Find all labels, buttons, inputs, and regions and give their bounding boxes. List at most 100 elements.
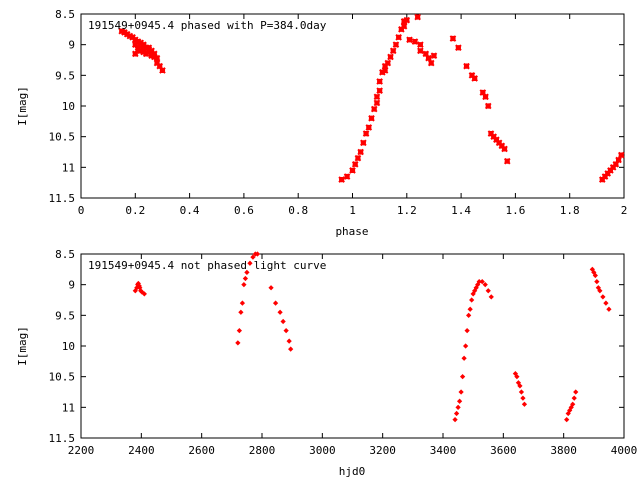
unphased-data-point [564,416,570,423]
phased-data-point [411,38,419,45]
unphased-data-point [467,306,473,312]
unphased-plot-frame [80,253,625,439]
unphased-data-point [592,272,598,279]
phased-data-point [425,54,432,62]
phased-y-tick-label: 11.5 [49,192,76,205]
unphased-data-point [247,260,253,266]
phased-x-tick-label: 0.2 [125,204,145,217]
unphased-data-point [268,285,274,291]
phased-data-point [376,87,383,94]
unphased-plot-title: 191549+0945.4 not phased light curve [88,259,326,272]
unphased-data-point [458,389,464,395]
phased-data-point [131,41,139,48]
phased-data-point [134,38,142,45]
phased-data-point [449,35,457,42]
unphased-data-point [600,294,606,300]
phased-y-tick-label: 9 [68,39,75,52]
phased-data-point [482,93,489,101]
phased-x-tick-label: 1.6 [505,204,525,217]
phased-x-tick-label: 1.8 [560,204,580,217]
phased-data-point [373,93,381,101]
phased-data-points [118,13,625,183]
unphased-data-point [466,312,472,318]
phased-x-tick-label: 1 [349,204,356,217]
unphased-data-point [239,300,246,306]
phased-data-point [495,139,503,147]
unphased-data-point [244,269,250,276]
phased-data-point [381,67,389,74]
unphased-data-point [573,389,579,395]
phased-data-point [362,130,370,137]
phased-x-tick-label: 1.4 [451,204,471,217]
phased-data-point [490,133,497,140]
unphased-x-tick-label: 2400 [128,444,155,457]
phased-data-point [403,16,411,24]
phased-data-point [131,50,139,58]
unphased-x-tick-label: 3600 [490,444,517,457]
unphased-data-point [139,289,145,295]
unphased-data-point [479,278,485,285]
unphased-data-point [461,355,467,361]
unphased-x-tick-label: 2800 [249,444,276,457]
phased-data-point [384,59,392,67]
unphased-y-tick-label: 10.5 [49,371,76,384]
unphased-data-point [463,343,469,349]
phased-data-point [381,62,389,70]
phased-data-point [145,48,153,56]
unphased-data-point [594,278,600,285]
phased-data-point [398,26,405,33]
phased-data-point [430,52,438,60]
unphased-x-tick-label: 3800 [550,444,577,457]
phased-data-point [392,41,400,48]
phased-data-point [406,36,413,44]
unphased-data-point [521,401,528,407]
unphased-data-point [464,328,470,334]
unphased-x-tick-label: 3400 [430,444,457,457]
phased-data-point [153,59,161,67]
phased-data-point [134,46,142,53]
unphased-x-tick-label: 4000 [611,444,638,457]
phased-data-point [137,47,145,55]
phased-plot-title: 191549+0945.4 phased with P=384.0day [88,19,327,32]
unphased-data-point [456,398,463,404]
phased-data-point [455,44,462,52]
phased-x-tick-labels: 0 0.2 0.4 0.6 0.8 1 1.2 1.4 1.6 1.8 2 [78,204,628,217]
phased-data-point [417,47,424,55]
unphased-data-point [485,288,491,294]
phased-data-point [414,13,421,21]
unphased-x-tick-label: 2200 [68,444,95,457]
unphased-data-point [452,416,458,423]
unphased-data-point [459,374,466,380]
phased-data-point [484,102,492,110]
phased-data-point [463,62,470,70]
unphased-data-point [597,288,603,294]
phased-data-point [349,167,356,174]
phased-data-point [422,50,430,58]
phased-data-point [370,105,378,113]
unphased-axis-ticks [80,253,625,439]
unphased-data-point [277,309,283,315]
unphased-x-tick-label: 3200 [369,444,396,457]
phased-data-point [498,142,506,150]
phased-data-point [417,41,424,48]
unphased-data-point [280,318,286,325]
phased-data-point [351,160,359,168]
unphased-data-point [241,282,247,288]
phased-data-point [368,114,375,122]
unphased-data-point [272,300,279,306]
phased-data-point [479,89,487,96]
unphased-data-point [482,282,488,288]
phased-x-tick-label: 0.6 [234,204,254,217]
phased-y-tick-label: 10.5 [49,131,76,144]
phased-data-point [395,33,402,41]
phased-y-tick-label: 10 [62,100,75,113]
phased-data-point [145,44,153,52]
unphased-data-point [488,294,494,300]
unphased-y-tick-label: 8.5 [55,248,75,261]
unphased-light-curve-plot: 2200 2400 2600 2800 3000 3200 3400 3600 3800 4000… [16,248,637,478]
unphased-data-point [517,383,523,389]
unphased-data-points [132,251,612,423]
phased-data-point [400,18,408,25]
phased-data-point [338,176,345,183]
